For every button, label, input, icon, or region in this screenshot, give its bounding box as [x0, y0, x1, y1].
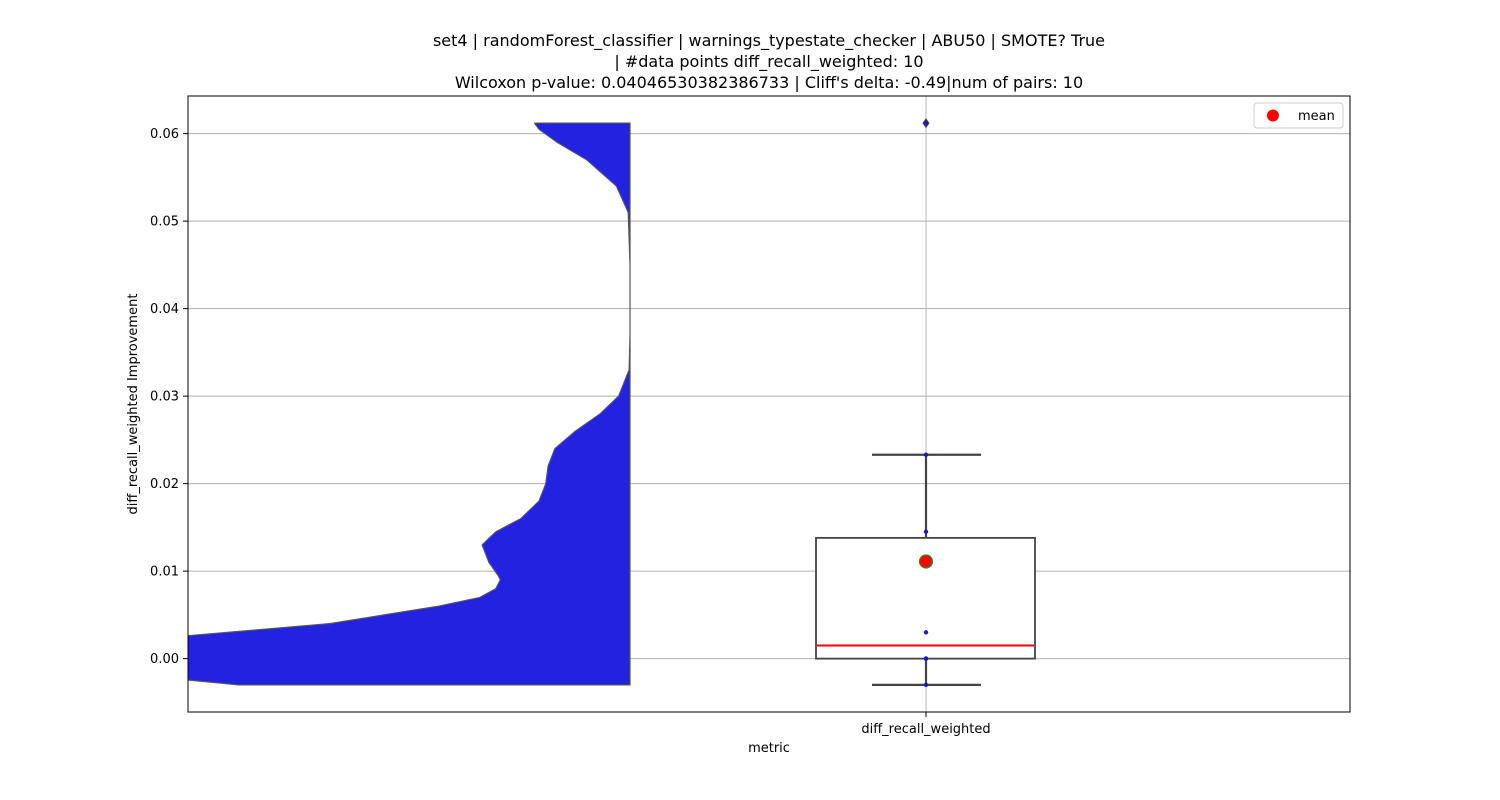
y-tick-label: 0.04	[150, 302, 179, 317]
data-point	[923, 630, 929, 635]
title-line-2: | #data points diff_recall_weighted: 10	[614, 52, 923, 72]
data-point	[923, 120, 929, 126]
x-tick-label: diff_recall_weighted	[861, 722, 990, 737]
x-axis-label: metric	[748, 741, 790, 756]
legend: mean	[1253, 102, 1344, 129]
y-tick-label: 0.01	[150, 565, 179, 580]
data-points	[918, 120, 934, 688]
y-tick-label: 0.06	[150, 127, 179, 142]
gridlines	[188, 96, 1350, 712]
y-tick-label: 0.02	[150, 477, 179, 492]
y-tick-label: 0.03	[150, 390, 179, 405]
legend-mean-marker	[1267, 109, 1279, 122]
violin-body	[188, 122, 631, 686]
plot-frame	[187, 95, 1351, 713]
data-point	[923, 656, 929, 661]
mean-marker	[918, 554, 934, 569]
boxplot	[815, 118, 1036, 686]
title-line-3: Wilcoxon p-value: 0.04046530382386733 | …	[455, 73, 1083, 92]
legend-mean-label: mean	[1298, 109, 1335, 124]
y-tick-label: 0.00	[150, 652, 179, 667]
legend-frame	[1253, 102, 1344, 129]
title-line-1: set4 | randomForest_classifier | warning…	[433, 31, 1105, 51]
y-tick-label: 0.05	[150, 215, 179, 230]
data-point	[923, 529, 929, 534]
chart-title: set4 | randomForest_classifier | warning…	[433, 31, 1105, 92]
x-axis: diff_recall_weighted	[861, 712, 991, 737]
y-axis-label: diff_recall_weighted Improvement	[126, 294, 141, 515]
y-axis-ticks: 0.00 0.01 0.02 0.03 0.04 0.05 0.06	[150, 127, 188, 667]
data-point	[923, 682, 929, 688]
violin-layer	[188, 122, 631, 686]
data-point	[923, 452, 929, 457]
